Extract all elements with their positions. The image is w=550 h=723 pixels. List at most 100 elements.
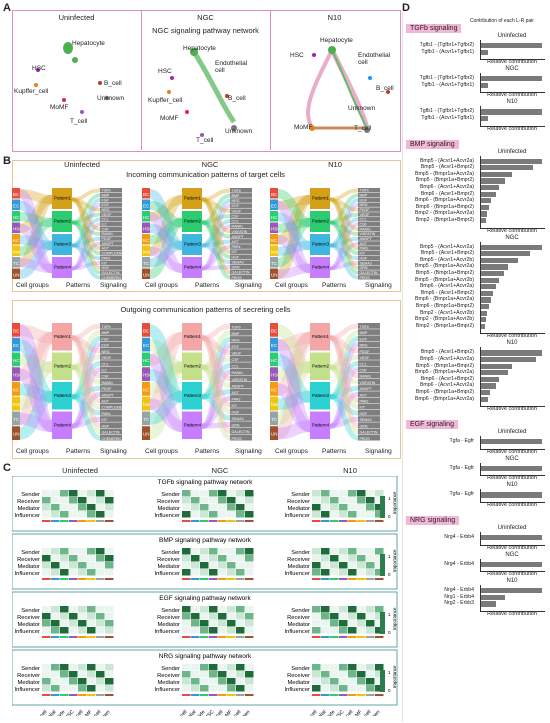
color-strip: [60, 578, 69, 580]
flow: [148, 212, 184, 274]
heatmap-cell: [375, 490, 384, 497]
heatmap-cell: [339, 504, 348, 511]
color-strip: [51, 694, 60, 696]
flow: [329, 197, 359, 251]
flow: [277, 240, 311, 256]
heatmap-cell: [375, 555, 384, 562]
signaling-label: COMPLEMENT: [102, 406, 128, 410]
panel-a-title-uninfected: Uninfected: [58, 13, 95, 22]
heatmap-cell: [69, 548, 78, 555]
signaling-label: VISFATIN: [232, 230, 248, 234]
role-label: Sender: [21, 666, 40, 672]
flow: [71, 394, 101, 416]
flow: [201, 389, 231, 400]
heatmap-cell: [312, 620, 321, 627]
axis-label: Cell groups: [275, 282, 308, 289]
flow: [201, 224, 231, 271]
lr-pair-label: Tgfb1 - (Tgfbr1+Tgfbr2): [419, 108, 474, 115]
heatmap-cell: [366, 504, 375, 511]
flow: [277, 361, 311, 381]
heatmap-cell: [339, 678, 348, 685]
heatmap-cell: [227, 613, 236, 620]
signaling-label: CHEMERIN: [102, 276, 122, 280]
heatmap-cell: [245, 497, 254, 504]
color-strip: [330, 578, 339, 580]
cell-group-block: [142, 396, 150, 411]
cell-group-block: [12, 268, 20, 279]
heatmap-cell: [357, 497, 366, 504]
heatmap-cell: [96, 497, 105, 504]
flow: [71, 188, 101, 202]
node-label: T_cell: [70, 118, 88, 125]
c-col-title: Uninfected: [62, 466, 98, 475]
pattern-label: Pattern2: [312, 363, 330, 368]
contribution-bar: [481, 185, 500, 191]
node-label: Unknown: [225, 128, 253, 135]
flow: [277, 217, 311, 233]
flow: [71, 416, 101, 429]
b-col-title: N10: [328, 160, 342, 169]
color-strip: [227, 636, 236, 638]
flow: [148, 398, 184, 433]
signaling-block: [230, 434, 252, 441]
pattern-label: Pattern2: [184, 219, 202, 224]
cell-group-label: HSC: [271, 373, 281, 378]
heatmap-cell: [51, 548, 60, 555]
signaling-block: [358, 422, 380, 429]
flow: [201, 219, 231, 248]
heatmap-cell: [366, 620, 375, 627]
heatmap-cell: [96, 504, 105, 511]
c-col-title: NGC: [211, 466, 229, 475]
cell-group-label: MoMF: [13, 249, 26, 254]
heatmap-cell: [105, 562, 114, 569]
pattern-block: [52, 188, 72, 209]
color-strip: [339, 520, 348, 522]
cell-group-label: HC: [143, 358, 150, 363]
flow: [329, 335, 359, 379]
heatmap-cell: [245, 685, 254, 692]
heatmap-cell: [227, 562, 236, 569]
signaling-label: NRG: [102, 350, 110, 354]
x-axis-label: Relative contribution: [487, 544, 537, 551]
color-strip: [96, 636, 105, 638]
flow: [201, 220, 231, 239]
heatmap-cell: [227, 664, 236, 671]
legend-tick: 0: [388, 572, 391, 577]
pattern-label: Pattern4: [184, 265, 202, 270]
pattern-block: [52, 211, 72, 232]
contribution-bar: [481, 116, 489, 122]
signaling-block: [100, 246, 122, 251]
axis-label: Cell groups: [275, 448, 308, 455]
lr-pair-label: Bmp5 - (Acvr1+Bmpr2): [420, 164, 474, 171]
signaling-block: [100, 403, 122, 410]
signaling-label: VISFATIN: [360, 381, 376, 385]
heatmap-cell: [330, 627, 339, 634]
pattern-block: [182, 382, 202, 410]
pattern-label: Pattern1: [312, 334, 330, 339]
cell-group-label: EC: [143, 343, 150, 348]
flow: [201, 394, 231, 421]
signaling-block: [358, 416, 380, 422]
heatmap-cell: [42, 497, 51, 504]
signaling-label: AGT: [102, 247, 110, 251]
lr-pair-label: Bmp6 - (Acvr1+Bmpr2): [420, 190, 474, 197]
role-label: Receiver: [287, 615, 310, 621]
signaling-block: [230, 349, 252, 356]
legend-tick: 1: [388, 554, 391, 559]
lr-pair-label: Bmp2 - (Bmpr1a+Acvr2a): [415, 210, 474, 217]
heatmap-cell: [218, 671, 227, 678]
heatmap-cell: [312, 606, 321, 613]
heatmap-cell: [245, 555, 254, 562]
lr-pair-label: Bmp5 - (Bmpr1a+Bmpr2): [415, 362, 474, 369]
pattern-block: [310, 257, 330, 278]
pattern-label: Pattern4: [184, 422, 202, 427]
heatmap-cell: [366, 569, 375, 576]
heatmap-cell: [51, 511, 60, 518]
flow: [201, 421, 231, 429]
signaling-label: CSF: [232, 358, 240, 362]
signaling-label: CSF: [360, 223, 368, 227]
heatmap-cell: [78, 490, 87, 497]
heatmap-cell: [182, 678, 191, 685]
color-strip: [87, 636, 96, 638]
signaling-label: IL2: [102, 223, 107, 227]
